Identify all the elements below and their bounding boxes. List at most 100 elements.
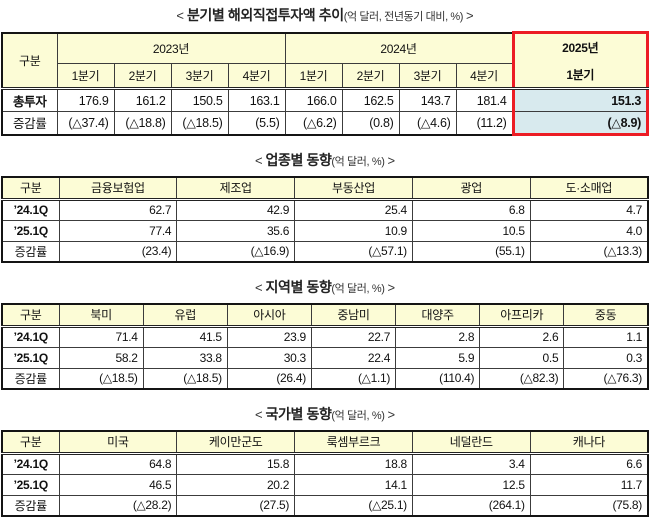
column-header: 광업 bbox=[411, 176, 531, 201]
column-header: 아프리카 bbox=[479, 303, 565, 328]
data-cell: 2.6 bbox=[479, 325, 565, 348]
data-cell: (△16.9) bbox=[176, 240, 296, 263]
data-cell: (△18.8) bbox=[113, 111, 172, 135]
industry-table-title: < 업종별 동향(억 달러, %) > bbox=[0, 151, 650, 172]
row-label: ’25.1Q bbox=[1, 219, 60, 242]
corner-header: 구분 bbox=[1, 303, 60, 328]
data-cell: 14.1 bbox=[294, 473, 413, 496]
data-cell: (△18.5) bbox=[58, 367, 144, 390]
data-cell: 4.7 bbox=[529, 198, 649, 221]
quarterly-table-title: < 분기별 해외직접투자액 추이(억 달러, 전년동기 대비, %) > bbox=[0, 6, 650, 27]
data-cell: (55.1) bbox=[411, 240, 531, 263]
data-cell: 41.5 bbox=[142, 325, 228, 348]
column-header: 부동산업 bbox=[294, 176, 413, 201]
data-cell: 11.7 bbox=[529, 473, 649, 496]
data-cell: (23.4) bbox=[58, 240, 178, 263]
highlight-data-cell: (△8.9) bbox=[511, 111, 649, 136]
data-cell: (△1.1) bbox=[310, 367, 397, 390]
row-label: 증감률 bbox=[1, 367, 60, 390]
data-cell: 22.4 bbox=[310, 346, 397, 369]
quarterly-investment-table: 구분 2023년 2024년 2025년 1분기 1분기 2분기 3분기 4분기… bbox=[1, 31, 649, 136]
column-header: 아시아 bbox=[226, 303, 312, 328]
data-cell: 71.4 bbox=[58, 325, 144, 348]
data-cell: (11.2) bbox=[455, 111, 514, 135]
data-cell: (5.5) bbox=[227, 111, 286, 135]
data-cell: (△4.6) bbox=[398, 111, 457, 135]
title-text: 국가별 동향 bbox=[265, 406, 332, 422]
row-label: ’24.1Q bbox=[1, 452, 60, 475]
data-cell: 15.8 bbox=[176, 452, 296, 475]
title-unit: (억 달러, 전년동기 대비, %) bbox=[343, 11, 464, 23]
column-header: 유럽 bbox=[142, 303, 228, 328]
data-cell: (△6.2) bbox=[284, 111, 343, 135]
data-cell: 25.4 bbox=[294, 198, 413, 221]
row-label: 증감률 bbox=[1, 494, 60, 517]
data-cell: (△57.1) bbox=[294, 240, 413, 263]
data-cell: 150.5 bbox=[170, 88, 229, 112]
title-bracket-close: > bbox=[387, 407, 396, 422]
corner-header: 구분 bbox=[1, 32, 58, 90]
data-cell: 163.1 bbox=[227, 88, 286, 112]
title-bracket-open: < bbox=[176, 8, 184, 23]
column-header: 금융보험업 bbox=[58, 176, 178, 201]
data-cell: (0.8) bbox=[341, 111, 400, 135]
data-cell: 0.3 bbox=[563, 346, 649, 369]
region-table: 구분 북미 유럽 아시아 중남미 대양주 아프리카 중동 ’24.1Q 71.4… bbox=[1, 303, 649, 390]
column-header: 도·소매업 bbox=[529, 176, 649, 201]
row-label-total: 총투자 bbox=[1, 88, 58, 112]
title-bracket-close: > bbox=[466, 8, 474, 23]
data-cell: (△25.1) bbox=[294, 494, 413, 517]
data-cell: 35.6 bbox=[176, 219, 296, 242]
data-cell: (△13.3) bbox=[529, 240, 649, 263]
year-header-2023: 2023년 bbox=[56, 32, 286, 64]
data-cell: (△82.3) bbox=[479, 367, 565, 390]
column-header: 미국 bbox=[58, 430, 178, 455]
data-cell: (△18.5) bbox=[142, 367, 228, 390]
title-unit: (억 달러, %) bbox=[331, 283, 385, 295]
data-cell: 181.4 bbox=[455, 88, 514, 112]
data-cell: 23.9 bbox=[226, 325, 312, 348]
country-table: 구분 미국 케이만군도 룩셈부르크 네덜란드 캐나다 ’24.1Q 64.8 1… bbox=[1, 430, 649, 517]
data-cell: 176.9 bbox=[56, 88, 115, 112]
data-cell: 162.5 bbox=[341, 88, 400, 112]
data-cell: (△28.2) bbox=[58, 494, 178, 517]
quarter-header: 3분기 bbox=[398, 63, 457, 90]
data-cell: 4.0 bbox=[529, 219, 649, 242]
row-label: ’24.1Q bbox=[1, 325, 60, 348]
column-header: 제조업 bbox=[176, 176, 296, 201]
data-cell: 1.1 bbox=[563, 325, 649, 348]
title-bracket-close: > bbox=[387, 280, 396, 295]
data-cell: 0.5 bbox=[479, 346, 565, 369]
column-header: 중동 bbox=[563, 303, 649, 328]
title-unit: (억 달러, %) bbox=[331, 410, 385, 422]
column-header: 캐나다 bbox=[529, 430, 649, 455]
data-cell: 2.8 bbox=[395, 325, 481, 348]
data-cell: 62.7 bbox=[58, 198, 178, 221]
data-cell: 58.2 bbox=[58, 346, 144, 369]
row-label: 증감률 bbox=[1, 240, 60, 263]
quarter-header: 4분기 bbox=[227, 63, 286, 90]
year-header-2024: 2024년 bbox=[284, 32, 514, 64]
corner-header: 구분 bbox=[1, 430, 60, 455]
data-cell: (26.4) bbox=[226, 367, 312, 390]
data-cell: (75.8) bbox=[529, 494, 649, 517]
data-cell: (264.1) bbox=[411, 494, 531, 517]
data-cell: (△18.5) bbox=[170, 111, 229, 135]
quarter-header: 4분기 bbox=[455, 63, 514, 90]
data-cell: 18.8 bbox=[294, 452, 413, 475]
region-table-title: < 지역별 동향(억 달러, %) > bbox=[0, 278, 650, 299]
data-cell: 33.8 bbox=[142, 346, 228, 369]
data-cell: 6.6 bbox=[529, 452, 649, 475]
highlight-data-cell: 151.3 bbox=[511, 88, 649, 112]
title-bracket-open: < bbox=[254, 153, 263, 168]
data-cell: 20.2 bbox=[176, 473, 296, 496]
industry-table: 구분 금융보험업 제조업 부동산업 광업 도·소매업 ’24.1Q 62.7 4… bbox=[1, 176, 649, 263]
quarter-header: 1분기 bbox=[56, 63, 115, 90]
highlight-quarter-label: 1분기 bbox=[566, 68, 595, 82]
highlight-year-header: 2025년 1분기 bbox=[511, 31, 649, 90]
quarter-header: 2분기 bbox=[341, 63, 400, 90]
column-header: 북미 bbox=[58, 303, 144, 328]
data-cell: 22.7 bbox=[310, 325, 397, 348]
title-text: 지역별 동향 bbox=[265, 279, 332, 295]
highlight-year-label: 2025년 bbox=[562, 41, 599, 55]
